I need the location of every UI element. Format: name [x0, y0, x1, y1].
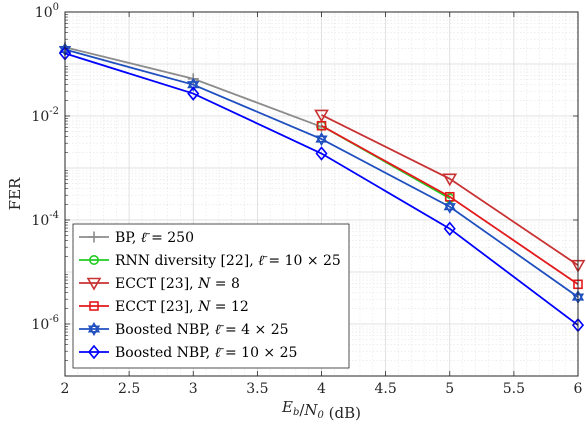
- x-tick-label: 2.5: [118, 381, 140, 397]
- legend-label: ECCT [23], N = 8: [115, 276, 240, 292]
- legend-item: BP, ℓ̄ = 250: [79, 230, 194, 246]
- y-tick-label: 10-6: [31, 314, 59, 333]
- data-point-hexagram: [315, 131, 328, 147]
- series-layer: [58, 41, 586, 333]
- legend-label: Boosted NBP, ℓ̄ = 10 × 25: [115, 345, 297, 361]
- x-tick-label: 5: [445, 381, 454, 397]
- legend-marker: [86, 277, 102, 291]
- x-tick-label: 3: [189, 381, 198, 397]
- data-point-triangle-down: [442, 173, 458, 187]
- y-tick-label: 10-2: [31, 106, 59, 125]
- y-tick-label: 100: [35, 2, 59, 21]
- legend-item: Boosted NBP, ℓ̄ = 4 × 25: [79, 321, 289, 338]
- x-tick-label: 3.5: [246, 381, 268, 397]
- legend-item: RNN diversity [22], ℓ̄ = 10 × 25: [79, 253, 341, 269]
- data-point-square: [316, 120, 327, 131]
- data-point-diamond: [187, 86, 200, 101]
- x-tick-label: 4: [317, 381, 326, 397]
- data-point-diamond: [443, 221, 456, 236]
- legend-item: ECCT [23], N = 8: [79, 276, 240, 292]
- x-tick-label: 6: [574, 381, 583, 397]
- ticks: 2 2.5 3 3.5 4 4.5 5 5.5 6 100 10-2 10-4 10-6: [31, 2, 582, 397]
- x-tick-label: 5.5: [503, 381, 525, 397]
- legend-item: ECCT [23], N = 12: [79, 299, 249, 315]
- legend-label: RNN diversity [22], ℓ̄ = 10 × 25: [115, 253, 341, 269]
- x-axis-title: Eb/N0 (dB): [281, 398, 361, 422]
- data-point-hexagram: [443, 199, 456, 214]
- axis-titles: Eb/N0 (dB) FER: [6, 177, 361, 422]
- x-tick-label: 4.5: [374, 381, 396, 397]
- data-point-triangle-down: [314, 109, 329, 123]
- legend: BP, ℓ̄ = 250 RNN diversity [22], ℓ̄ = 10 …: [72, 223, 350, 369]
- x-tick-label: 2: [61, 381, 70, 397]
- legend-marker: [89, 301, 99, 311]
- legend-label: BP, ℓ̄ = 250: [115, 230, 194, 246]
- legend-marker: [87, 321, 101, 337]
- series-line: [64, 52, 579, 326]
- legend-item: Boosted NBP, ℓ̄ = 10 × 25: [79, 344, 297, 361]
- y-axis-title: FER: [6, 177, 24, 210]
- y-tick-label: 10-4: [31, 210, 59, 229]
- legend-label: ECCT [23], N = 12: [115, 299, 249, 315]
- legend-marker: [87, 344, 101, 360]
- legend-label: Boosted NBP, ℓ̄ = 4 × 25: [115, 322, 289, 338]
- series-line: [321, 114, 579, 266]
- series-line: [321, 124, 579, 286]
- legend-marker: [88, 231, 100, 243]
- legend-box: [72, 223, 350, 369]
- legend-marker: [89, 255, 100, 266]
- series-line: [64, 48, 579, 298]
- data-point-diamond: [315, 146, 328, 161]
